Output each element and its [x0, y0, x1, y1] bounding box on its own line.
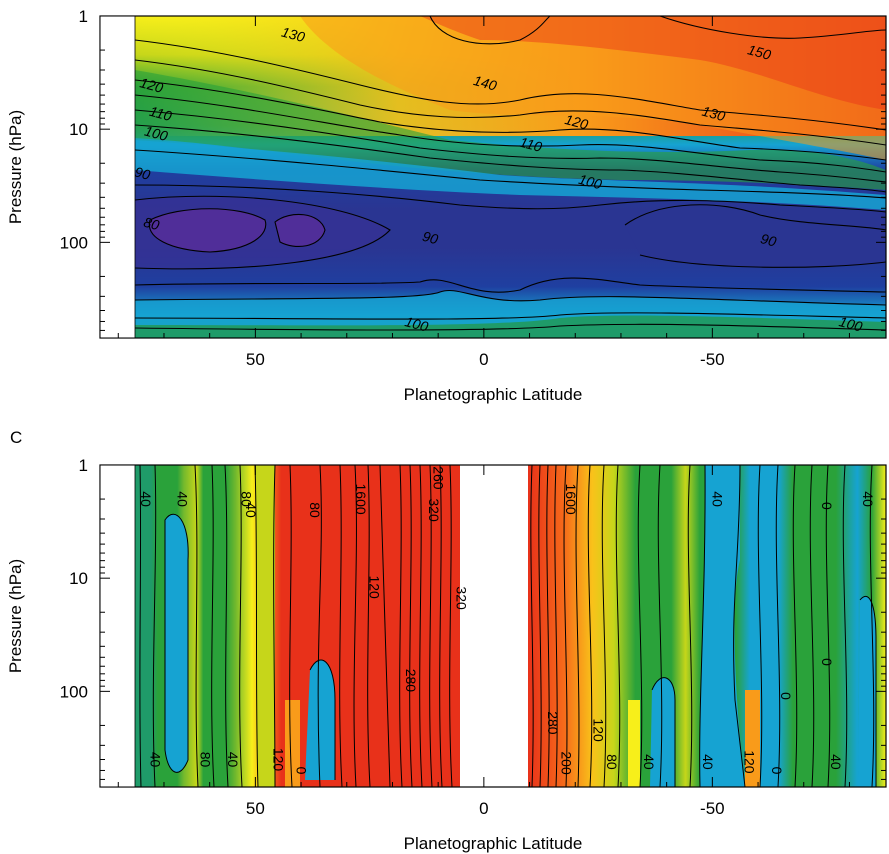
panel-c-y-tick-label: 100 — [60, 682, 88, 701]
panel-c-axes: 50 0 -50 1 10 100 Planetographic Latitude Press… — [6, 456, 886, 853]
panel-c-contour-label: 1600 — [563, 483, 579, 514]
panel-c-contour-label: 40 — [138, 491, 154, 507]
panel-c-y-tick-label: 10 — [69, 569, 88, 588]
panel-c-contour-label: 120 — [741, 750, 757, 774]
panel-a-contour-label: 150 — [746, 41, 773, 63]
panel-c-contour-label: 80 — [198, 752, 214, 768]
panel-a-contour-label: 90 — [133, 163, 152, 183]
panel-c-blue-cell-4 — [858, 596, 876, 787]
panel-a-contour-label: 100 — [577, 171, 604, 193]
panel-c-contour-label: 0 — [819, 502, 835, 510]
panel-a-x-tick-label: -50 — [700, 350, 725, 369]
panel-a-contours — [135, 16, 886, 331]
panel-a-navy-south — [625, 204, 886, 268]
panel-c-contour-label: 40 — [860, 491, 876, 507]
panel-c-contour-label: 0 — [819, 658, 835, 666]
panel-a-x-tick-label: 50 — [246, 350, 265, 369]
panel-c-letter: C — [10, 428, 22, 447]
panel-c-contour-label: 120 — [271, 748, 287, 772]
panel-c-contour-label: 40 — [700, 754, 716, 770]
panel-c-contour-label: 40 — [709, 491, 725, 507]
panel-a-contour-label: 100 — [143, 123, 170, 145]
panel-c-contour-label: 40 — [225, 752, 241, 768]
panel-c-no-data-band — [460, 465, 528, 787]
panel-c-orange-1 — [285, 700, 300, 787]
panel-a-y-tick-label: 10 — [69, 120, 88, 139]
panel-a-contour-label: 130 — [700, 103, 727, 125]
panel-c-contour-label: 120 — [367, 575, 383, 599]
panel-c-y-tick-label: 1 — [79, 456, 88, 475]
panel-a-contour-label: 100 — [837, 313, 864, 335]
panel-a-contour-label: 120 — [138, 74, 165, 96]
panel-c-contour-label: 320 — [426, 498, 442, 522]
panel-c-contour-label: 0 — [778, 692, 794, 700]
panel-a-red-region — [420, 16, 886, 110]
panel-c-contour-label: 260 — [431, 466, 447, 490]
panel-c-contour-label: 80 — [307, 502, 323, 518]
panel-c-x-tick-label: -50 — [700, 799, 725, 818]
panel-a-lower-green — [135, 315, 886, 338]
panel-c-contour-label: 40 — [147, 752, 163, 768]
panel-a-y-axis-title: Pressure (hPa) — [6, 110, 25, 224]
panel-c-contour-label: 280 — [545, 711, 561, 735]
panel-c-contour-label: 80 — [239, 491, 255, 507]
panel-c-blue-cell-2 — [305, 660, 335, 780]
panel-a-contour-label: 130 — [280, 24, 307, 46]
panel-a-contour-label: 110 — [148, 103, 174, 124]
panel-c-contour-label: 280 — [403, 669, 419, 693]
panel-c-contour-label: 40 — [243, 502, 259, 518]
panel-c-contour-label: 0 — [294, 767, 310, 775]
panel-c-yellow-2 — [628, 700, 640, 787]
panel-c-contour-label: 40 — [828, 754, 844, 770]
panel-a-x-tick-label: 0 — [479, 350, 488, 369]
panel-a-green-band — [135, 70, 886, 190]
panel-c-contour-label: 200 — [559, 751, 575, 775]
panel-a-contour-label: 90 — [759, 230, 778, 250]
panel-a-contour-label: 140 — [472, 72, 499, 94]
panel-a-cyan-band — [135, 140, 886, 210]
panel-a-y-tick-label: 100 — [60, 233, 88, 252]
panel-c-contour-label: 320 — [453, 586, 469, 610]
panel-a-frame — [99, 15, 887, 339]
panel-c-no-data-strip — [100, 465, 135, 787]
panel-c-contour-label: 0 — [769, 767, 785, 775]
panel-c-contour-label: 120 — [591, 718, 607, 742]
panel-c-x-tick-label: 50 — [246, 799, 265, 818]
panel-a-no-data-strip — [100, 16, 135, 338]
panel-a-contour-label: 120 — [563, 111, 590, 133]
panel-c-x-axis-title: Planetographic Latitude — [404, 834, 583, 853]
panel-a-x-axis-title: Planetographic Latitude — [404, 385, 583, 404]
panel-c-contour-label: 80 — [604, 754, 620, 770]
panel-a-y-tick-label: 1 — [79, 7, 88, 26]
panel-c-frame — [99, 464, 887, 788]
panel-a-contour-label: 90 — [421, 228, 440, 248]
panel-c: C — [6, 428, 887, 853]
panel-c-contours — [139, 465, 877, 787]
panel-a-contour-label: 80 — [142, 214, 161, 234]
panel-c-contour-label: 40 — [175, 491, 191, 507]
panel-c-y-axis-title: Pressure (hPa) — [6, 559, 25, 673]
panel-c-blue-cell-3 — [650, 677, 675, 787]
panel-c-blue-cell-5 — [699, 465, 745, 787]
panel-c-contour-label: 1600 — [353, 483, 369, 514]
panel-c-orange-2 — [745, 690, 760, 787]
panel-a-contour-label: 110 — [518, 134, 544, 155]
panel-a-contour-label: 100 — [403, 313, 430, 335]
panel-c-red-1 — [380, 465, 400, 787]
panel-c-yellow-1 — [255, 465, 275, 787]
panel-c-blue-cell-1 — [165, 514, 189, 773]
panel-a-orange-region — [135, 16, 886, 160]
panel-c-x-tick-label: 0 — [479, 799, 488, 818]
panel-c-contour-label: 40 — [641, 754, 657, 770]
